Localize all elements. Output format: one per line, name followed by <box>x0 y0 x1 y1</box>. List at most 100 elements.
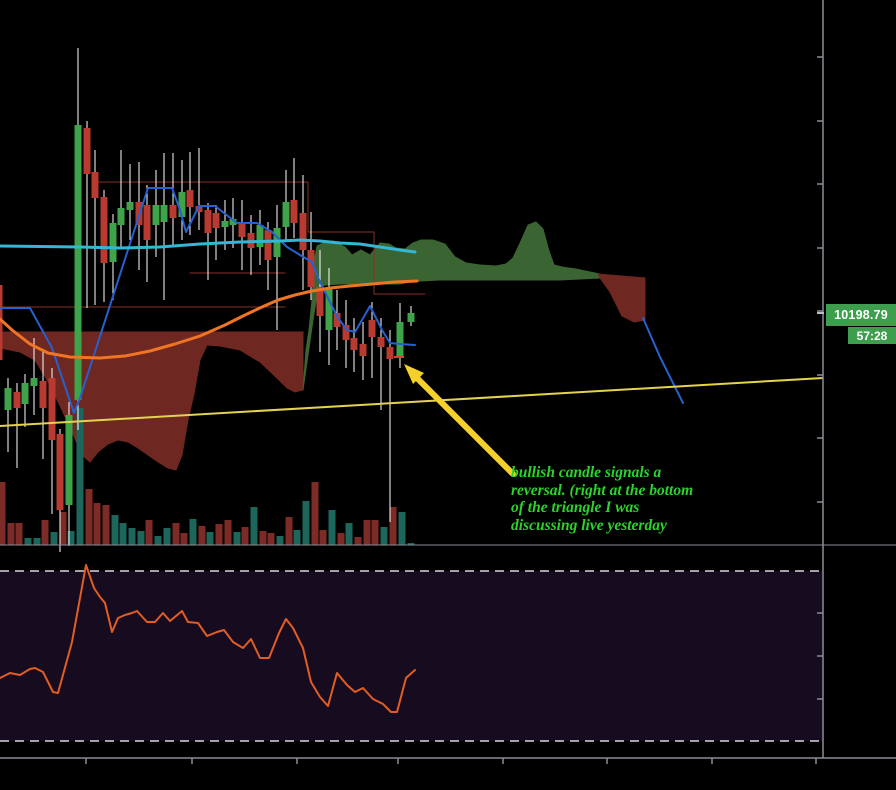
volume-bar <box>407 543 415 545</box>
volume-bar <box>224 520 232 545</box>
candlestick <box>350 338 358 350</box>
volume-bar <box>172 523 180 545</box>
volume-bar <box>67 531 75 545</box>
candlestick <box>238 224 246 237</box>
volume-bar <box>345 523 353 545</box>
volume-bar <box>363 520 371 545</box>
volume-bar <box>7 523 15 545</box>
volume-bar <box>285 517 293 545</box>
candlestick <box>195 206 203 212</box>
arrow-shaft[interactable] <box>412 373 516 477</box>
annotation-line: of the triangle I was <box>511 499 640 516</box>
volume-bar <box>154 536 162 545</box>
volume-bar <box>0 482 6 545</box>
candlestick <box>396 322 404 358</box>
candlestick <box>407 313 415 322</box>
volume-bar <box>380 527 388 545</box>
candlestick <box>368 320 376 337</box>
volume-bar <box>276 536 284 545</box>
volume-bar <box>267 533 275 545</box>
candlestick <box>229 219 237 225</box>
volume-bar <box>259 531 267 545</box>
candlestick <box>100 197 108 263</box>
volume-bar <box>59 512 67 545</box>
candlestick <box>30 378 38 386</box>
candlestick <box>307 250 315 287</box>
candlestick <box>386 347 394 359</box>
volume-bar <box>311 482 319 545</box>
candlestick <box>212 213 220 228</box>
candlestick <box>109 223 117 262</box>
volume-bar <box>111 515 119 545</box>
ichimoku-red-cloud-future <box>597 273 646 323</box>
candlestick <box>74 125 82 400</box>
candlestick <box>325 288 333 330</box>
candlestick <box>39 381 47 408</box>
volume-bar <box>128 528 136 545</box>
rsi-panel-background[interactable] <box>0 571 823 741</box>
candlestick <box>264 230 272 260</box>
candlestick <box>13 392 21 408</box>
candlestick <box>221 221 229 227</box>
volume-bar <box>250 507 258 545</box>
volume-bar <box>102 505 110 545</box>
volume-bar <box>33 538 41 545</box>
ema-orange-line <box>0 279 419 360</box>
volume-bar <box>180 533 188 545</box>
volume-bar <box>85 489 93 545</box>
trendline[interactable] <box>0 377 824 427</box>
annotation-line: bullish candle signals a <box>511 464 662 481</box>
kijun-blue-line-future <box>642 317 684 404</box>
candlestick <box>0 285 3 360</box>
candlestick <box>65 415 73 505</box>
volume-bar <box>189 519 197 545</box>
volume-bar <box>241 527 249 545</box>
candlestick <box>282 202 290 227</box>
volume-bar <box>389 507 397 545</box>
volume-bar <box>206 532 214 545</box>
annotation-line: discussing live yesterday <box>511 516 667 534</box>
text-annotation[interactable]: bullish candle signals a reversal. (righ… <box>511 464 721 534</box>
volume-bar <box>119 523 127 545</box>
volume-bar <box>41 520 49 545</box>
candlestick <box>186 190 194 207</box>
volume-bar <box>163 528 171 545</box>
candlestick <box>91 172 99 198</box>
volume-bar <box>215 524 223 545</box>
volume-bar <box>398 512 406 545</box>
arrow-head-icon <box>404 364 424 384</box>
candlestick <box>204 210 212 233</box>
candlestick <box>48 378 56 440</box>
volume-bar <box>371 520 379 545</box>
candlestick <box>83 128 91 174</box>
candlestick <box>342 325 350 340</box>
candlestick <box>160 205 168 222</box>
volume-bar <box>145 520 153 545</box>
volume-bar <box>137 531 145 545</box>
ichimoku-border-line <box>94 181 426 295</box>
last-price-label[interactable]: 10198.79 <box>826 304 896 326</box>
candlestick <box>377 337 385 347</box>
volume-bar <box>319 530 327 545</box>
volume-bar <box>198 526 206 545</box>
volume-bar <box>337 533 345 545</box>
tenkan-cyan-line <box>0 238 417 254</box>
annotation-line: reversal. (right at the bottom <box>511 481 694 499</box>
volume-bar <box>354 537 362 545</box>
candlestick <box>290 200 298 223</box>
volume-bar <box>15 523 23 545</box>
rsi-line <box>0 564 416 713</box>
candlestick <box>117 208 125 225</box>
candlestick <box>4 388 12 410</box>
candlestick <box>359 344 367 356</box>
candlestick <box>143 205 151 240</box>
candlestick <box>169 205 177 218</box>
bar-countdown-label: 57:28 <box>848 327 896 344</box>
candlestick <box>56 434 64 510</box>
candlestick <box>152 205 160 225</box>
candlestick <box>256 225 264 247</box>
volume-bar <box>328 510 336 545</box>
candlestick <box>126 202 134 210</box>
